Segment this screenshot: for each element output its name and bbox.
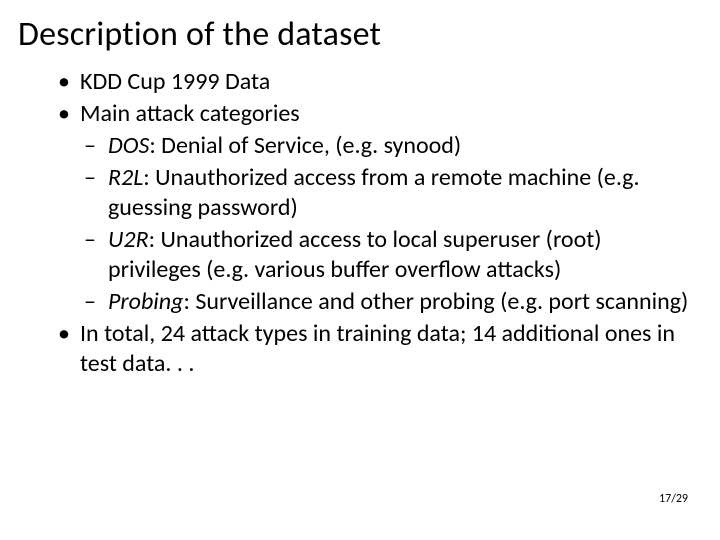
category-label: DOS	[108, 131, 149, 160]
bullet-item: Main attack categories	[52, 99, 690, 129]
category-desc: : Denial of Service, (e.g. synood)	[149, 131, 461, 160]
bullet-item: In total, 24 attack types in training da…	[52, 319, 690, 379]
category-label: R2L	[108, 163, 143, 192]
bullet-item: KDD Cup 1999 Data	[52, 67, 690, 97]
category-label: Probing	[108, 287, 183, 316]
slide-title: Description of the dataset	[0, 0, 720, 61]
category-desc: : Unauthorized access to local superuser…	[108, 225, 602, 284]
sub-bullet-item: R2L: Unauthorized access from a remote m…	[52, 163, 690, 223]
sub-bullet-item: Probing: Surveillance and other probing …	[52, 287, 690, 317]
category-label: U2R	[108, 225, 149, 254]
category-desc: : Unauthorized access from a remote mach…	[108, 163, 640, 222]
sub-bullet-item: U2R: Unauthorized access to local superu…	[52, 225, 690, 285]
slide-body: KDD Cup 1999 Data Main attack categories…	[0, 61, 720, 379]
page-number: 17/29	[659, 492, 688, 506]
sub-bullet-item: DOS: Denial of Service, (e.g. synood)	[52, 131, 690, 161]
category-desc: : Surveillance and other probing (e.g. p…	[183, 287, 688, 316]
